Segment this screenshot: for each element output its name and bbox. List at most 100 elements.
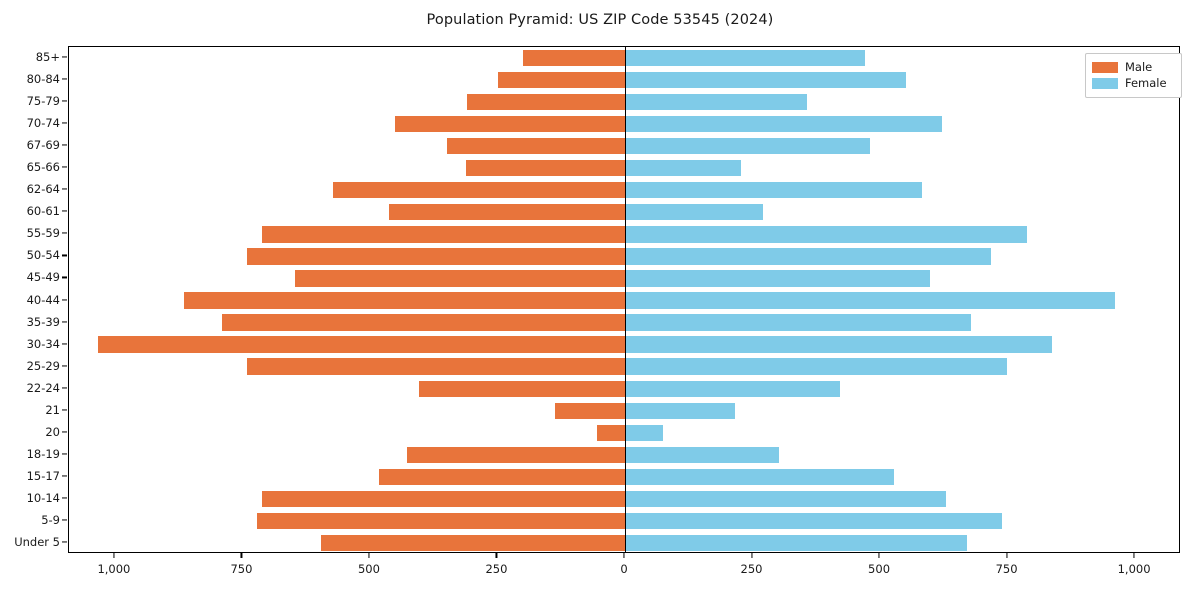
bar-male [379, 468, 625, 485]
y-tick-mark [62, 343, 67, 345]
bar-female [625, 93, 808, 111]
bar-female [625, 160, 742, 177]
y-tick-label: 20 [45, 424, 60, 439]
y-tick-label: 21 [45, 402, 60, 417]
y-tick-mark [62, 541, 67, 543]
bar-male [261, 226, 625, 243]
bar-male [418, 380, 625, 397]
x-tick-mark [240, 553, 242, 558]
bar-female [625, 226, 1027, 243]
bar-female [625, 358, 1007, 375]
y-tick-mark [62, 166, 67, 168]
y-tick-mark [62, 365, 67, 367]
y-tick-mark [62, 519, 67, 521]
bar-male [406, 446, 625, 463]
bar-row [69, 226, 1179, 243]
plot-area [68, 46, 1180, 553]
y-tick-mark [62, 78, 67, 80]
bar-row [69, 380, 1179, 397]
bar-female [625, 380, 840, 397]
y-tick-label: 70-74 [26, 116, 60, 131]
bar-female [625, 138, 870, 155]
bar-male [246, 248, 625, 265]
x-tick-label: 500 [868, 562, 891, 576]
bar-male [596, 424, 625, 441]
bar-male [98, 336, 625, 353]
bar-row [69, 49, 1179, 67]
bar-row [69, 71, 1179, 89]
bar-male [389, 204, 625, 221]
legend: Male Female [1085, 53, 1182, 98]
x-tick-label: 500 [357, 562, 380, 576]
y-tick-label: 10-14 [26, 490, 60, 505]
bar-male [447, 138, 625, 155]
x-tick-mark [1133, 553, 1135, 558]
page-title: Population Pyramid: US ZIP Code 53545 (2… [426, 12, 774, 28]
bar-male [522, 49, 625, 67]
bar-male [466, 93, 625, 111]
x-tick-mark [368, 553, 370, 558]
bar-female [625, 248, 992, 265]
legend-swatch-icon [1092, 78, 1118, 89]
y-tick-mark [62, 475, 67, 477]
x-tick-mark [495, 553, 498, 558]
y-tick-label: 22-24 [26, 380, 60, 395]
y-tick-mark [62, 387, 67, 389]
x-tick-label: 250 [485, 562, 508, 576]
x-tick-label: 1,000 [97, 562, 131, 576]
y-tick-mark [62, 298, 67, 301]
bar-male [295, 270, 625, 287]
y-tick-label: 40-44 [26, 292, 60, 307]
zero-axis-line [625, 47, 627, 552]
y-tick-label: 18-19 [26, 446, 60, 461]
y-tick-mark [62, 122, 67, 124]
y-tick-label: 75-79 [26, 94, 60, 109]
bar-female [625, 534, 967, 552]
legend-item-male[interactable]: Male [1092, 60, 1174, 75]
y-tick-mark [62, 276, 67, 278]
bar-row [69, 138, 1179, 155]
bar-row [69, 292, 1179, 309]
x-tick-mark [878, 553, 880, 558]
y-tick-mark [62, 453, 67, 455]
bar-female [625, 71, 907, 89]
x-tick-mark [113, 553, 115, 558]
bar-male [497, 71, 625, 89]
y-tick-mark [62, 320, 67, 323]
bar-female [625, 446, 780, 463]
bar-row [69, 358, 1179, 375]
y-tick-mark [62, 188, 67, 190]
y-tick-label: 35-39 [26, 314, 60, 329]
bar-female [625, 182, 923, 199]
y-tick-mark [62, 409, 67, 411]
bar-male [333, 182, 625, 199]
y-tick-label: 15-17 [26, 468, 60, 483]
bar-male [222, 314, 625, 331]
legend-swatch-icon [1092, 62, 1118, 73]
bar-male [246, 358, 625, 375]
y-tick-label: 65-66 [26, 160, 60, 175]
bar-male [555, 402, 625, 419]
bar-male [395, 115, 625, 133]
bar-female [625, 336, 1053, 353]
bar-female [625, 424, 664, 441]
legend-item-female[interactable]: Female [1092, 76, 1174, 91]
y-tick-mark [62, 144, 67, 146]
x-tick-label: 750 [230, 562, 253, 576]
bar-row [69, 115, 1179, 133]
bar-male [321, 534, 625, 552]
bar-row [69, 270, 1179, 287]
y-tick-mark [62, 56, 67, 58]
bar-row [69, 160, 1179, 177]
bar-row [69, 314, 1179, 331]
bar-row [69, 446, 1179, 463]
bar-female [625, 402, 735, 419]
bar-row [69, 336, 1179, 353]
x-tick-mark [623, 553, 625, 558]
bar-row [69, 424, 1179, 441]
bar-male [183, 292, 625, 309]
y-tick-label: 50-54 [26, 248, 60, 263]
bar-female [625, 512, 1003, 530]
bar-row [69, 512, 1179, 530]
y-tick-mark [62, 100, 67, 102]
